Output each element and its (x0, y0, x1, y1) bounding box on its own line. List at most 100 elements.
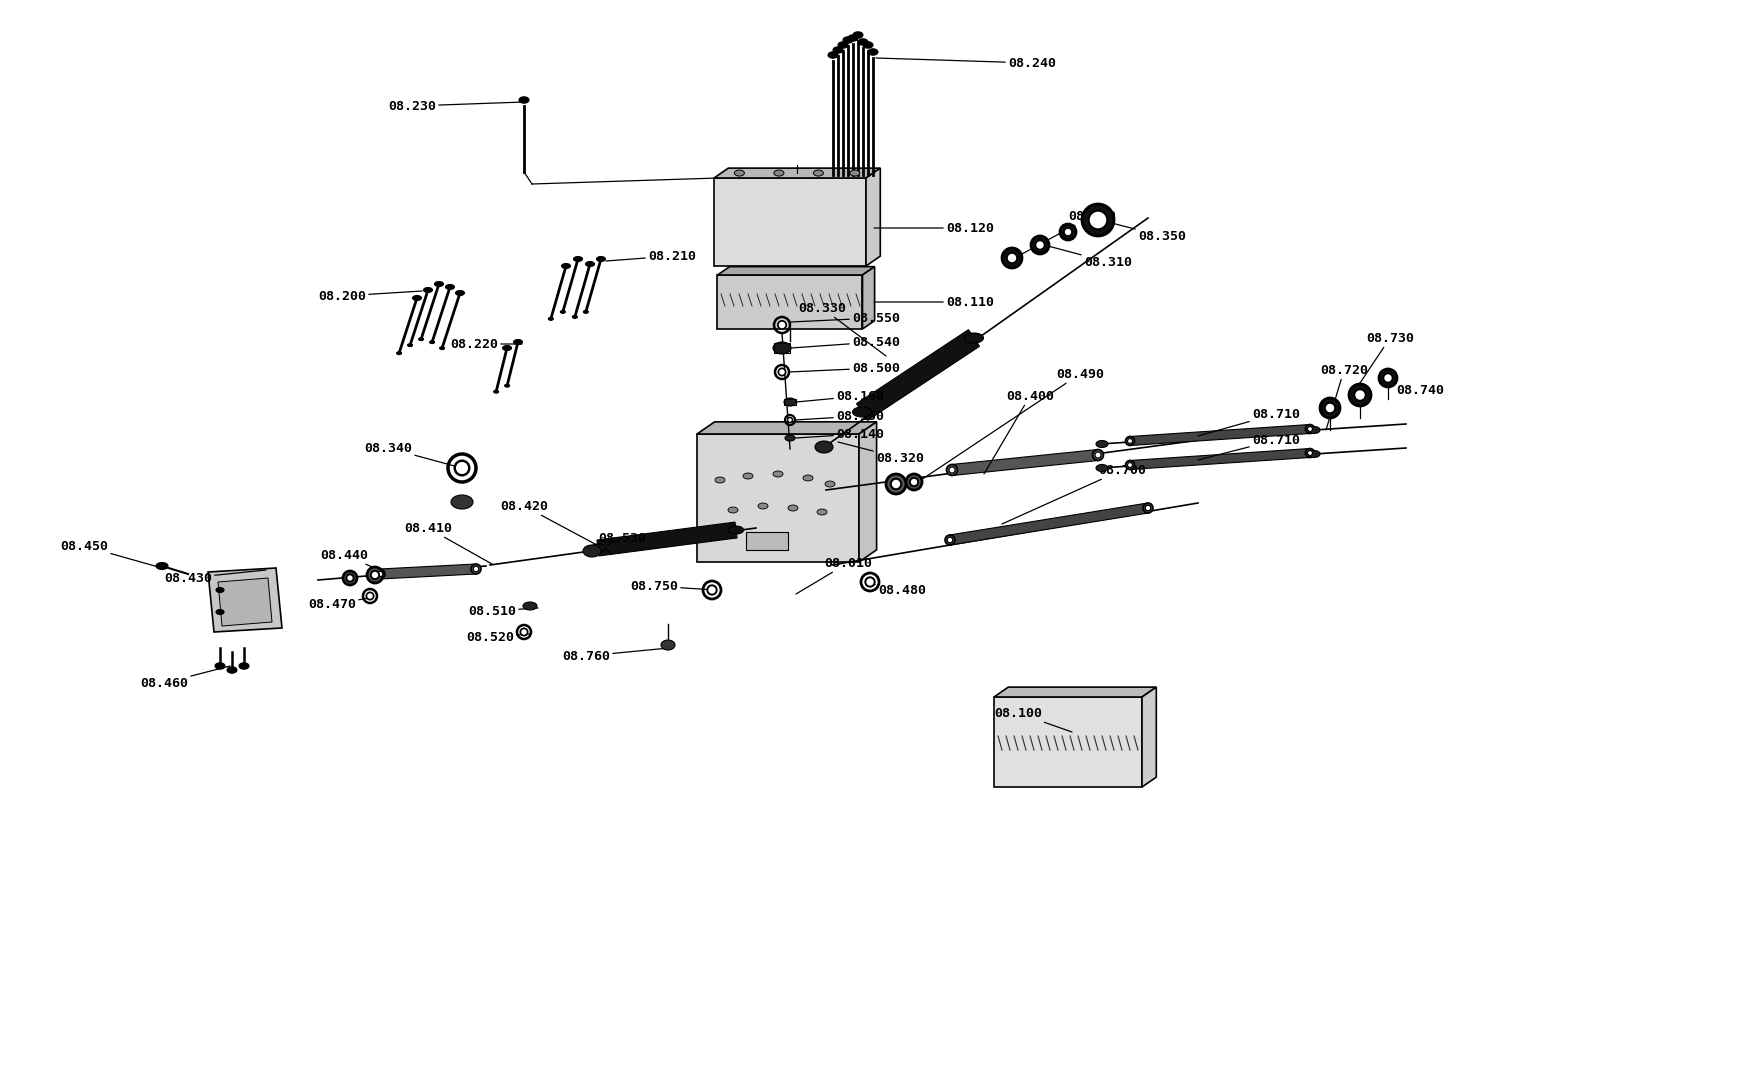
Circle shape (1353, 389, 1365, 401)
Ellipse shape (584, 261, 595, 266)
Ellipse shape (562, 263, 570, 269)
Circle shape (890, 478, 901, 489)
Circle shape (777, 321, 786, 330)
Polygon shape (217, 578, 271, 626)
Text: 08.120: 08.120 (873, 221, 993, 234)
Ellipse shape (419, 338, 423, 340)
Circle shape (1125, 437, 1134, 445)
Text: 08.220: 08.220 (450, 337, 522, 351)
Circle shape (1031, 236, 1049, 254)
Text: 08.510: 08.510 (468, 605, 537, 617)
Ellipse shape (574, 257, 583, 261)
Text: 08.490: 08.490 (911, 367, 1103, 486)
Text: 08.500: 08.500 (788, 362, 899, 374)
Ellipse shape (523, 602, 537, 610)
Circle shape (1127, 462, 1132, 468)
Ellipse shape (456, 291, 464, 295)
Circle shape (377, 571, 383, 577)
Circle shape (1323, 402, 1334, 413)
Polygon shape (856, 330, 979, 421)
Circle shape (777, 368, 786, 376)
Text: 08.430: 08.430 (163, 570, 266, 584)
Text: 08.320: 08.320 (838, 442, 923, 464)
Ellipse shape (518, 96, 529, 103)
Ellipse shape (396, 352, 402, 354)
Polygon shape (1129, 448, 1309, 470)
Circle shape (1092, 449, 1103, 460)
Circle shape (376, 569, 384, 579)
Ellipse shape (450, 495, 473, 509)
Ellipse shape (963, 333, 983, 343)
Text: 08.710: 08.710 (1198, 408, 1299, 435)
Ellipse shape (727, 507, 737, 513)
Ellipse shape (430, 340, 435, 343)
Text: 08.150: 08.150 (795, 410, 883, 423)
Circle shape (1304, 425, 1313, 433)
Text: 08.340: 08.340 (363, 442, 463, 468)
Ellipse shape (560, 310, 565, 314)
Circle shape (1304, 448, 1313, 458)
Text: 08.450: 08.450 (59, 539, 162, 568)
Ellipse shape (412, 295, 421, 301)
Ellipse shape (157, 563, 169, 569)
Ellipse shape (504, 384, 510, 387)
Circle shape (367, 593, 374, 599)
Circle shape (948, 467, 955, 473)
Circle shape (946, 537, 953, 542)
Text: 08.730: 08.730 (1353, 332, 1414, 392)
Text: 08.440: 08.440 (320, 549, 384, 572)
Text: 08.200: 08.200 (318, 290, 423, 303)
Ellipse shape (548, 318, 553, 320)
Polygon shape (379, 564, 476, 579)
Ellipse shape (743, 473, 753, 479)
Ellipse shape (216, 662, 224, 669)
Circle shape (367, 567, 383, 583)
Ellipse shape (1308, 450, 1320, 458)
Text: 08.700: 08.700 (1002, 463, 1146, 524)
Ellipse shape (445, 285, 454, 290)
Ellipse shape (216, 587, 224, 593)
Ellipse shape (772, 471, 783, 477)
Circle shape (1063, 228, 1071, 236)
Ellipse shape (812, 170, 823, 177)
Circle shape (708, 585, 716, 595)
Circle shape (471, 564, 480, 574)
Text: 08.400: 08.400 (984, 389, 1054, 474)
Text: 08.350: 08.350 (1099, 220, 1186, 243)
Text: 08.110: 08.110 (873, 295, 993, 308)
Ellipse shape (440, 347, 443, 350)
Circle shape (1320, 398, 1339, 418)
Polygon shape (713, 178, 866, 266)
Text: 08.420: 08.420 (499, 500, 610, 552)
Circle shape (370, 570, 379, 579)
Ellipse shape (788, 505, 798, 511)
Ellipse shape (802, 475, 812, 482)
Polygon shape (596, 522, 737, 556)
Circle shape (946, 464, 956, 475)
Ellipse shape (817, 509, 826, 515)
Text: 08.140: 08.140 (795, 428, 883, 441)
Ellipse shape (824, 482, 835, 487)
Text: 08.520: 08.520 (466, 630, 530, 643)
Circle shape (343, 571, 356, 585)
Ellipse shape (868, 49, 878, 56)
Text: 08.540: 08.540 (791, 336, 899, 349)
Ellipse shape (758, 503, 767, 509)
Text: 08.300: 08.300 (1021, 210, 1115, 254)
Circle shape (885, 474, 906, 494)
Ellipse shape (1308, 427, 1320, 433)
Polygon shape (949, 503, 1148, 545)
Text: 08.740: 08.740 (1383, 378, 1443, 397)
Ellipse shape (661, 640, 675, 649)
Ellipse shape (238, 662, 249, 669)
Text: 08.330: 08.330 (798, 302, 885, 356)
Circle shape (1306, 427, 1311, 431)
Text: 08.100: 08.100 (993, 706, 1071, 732)
Circle shape (1082, 204, 1113, 236)
Ellipse shape (857, 39, 868, 45)
Circle shape (1059, 224, 1075, 240)
Circle shape (788, 417, 791, 423)
Ellipse shape (784, 398, 795, 406)
Circle shape (1383, 373, 1391, 383)
Circle shape (1002, 248, 1021, 268)
